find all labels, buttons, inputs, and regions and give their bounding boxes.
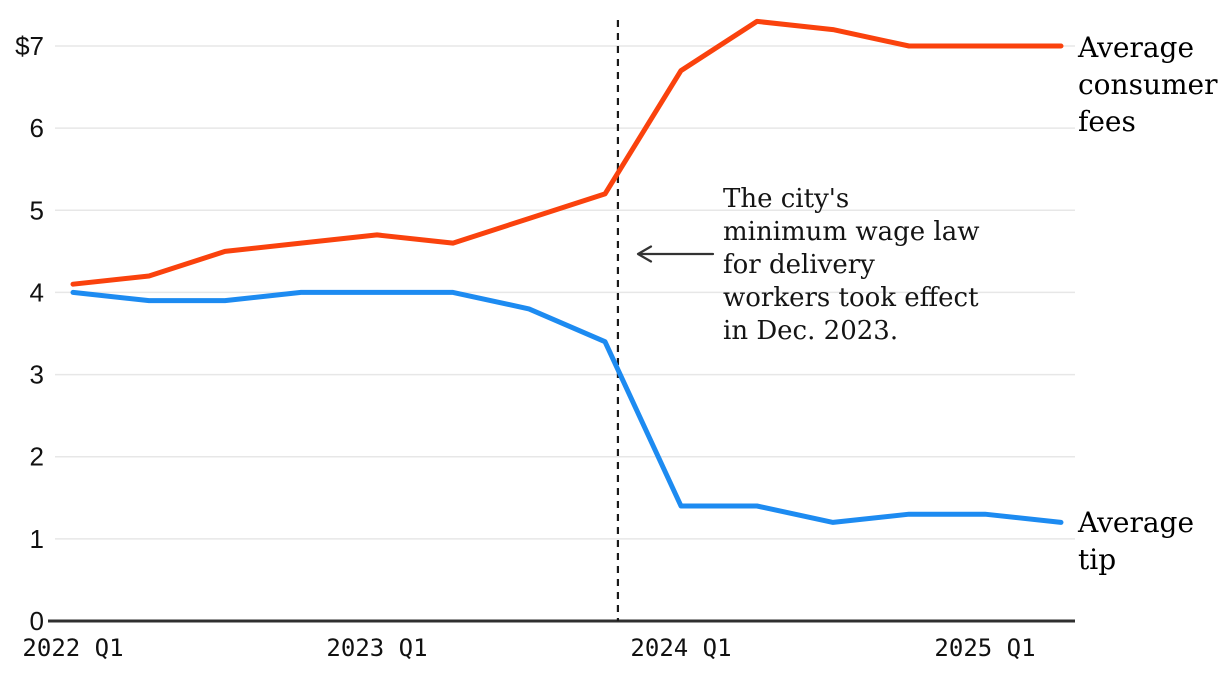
series-label-consumer-fees: Average consumer fees xyxy=(1078,31,1218,138)
series-line-average-tip xyxy=(70,289,1064,525)
y-axis-tick-label: 2 xyxy=(30,442,44,472)
y-axis-tick-label: 1 xyxy=(30,524,44,554)
series-line-average-consumer-fees xyxy=(70,18,1064,287)
y-axis-tick-label: $7 xyxy=(15,31,44,61)
annotation-arrow-icon xyxy=(636,245,715,263)
y-axis-tick-label: 0 xyxy=(30,606,44,636)
x-axis-tick-label: 2023 Q1 xyxy=(326,634,427,662)
annotation-text: The city's minimum wage law for delivery… xyxy=(723,184,980,346)
series-label-tip: Average tip xyxy=(1078,506,1195,576)
y-axis-tick-label: 6 xyxy=(30,113,44,143)
y-axis-tick-label: 4 xyxy=(30,277,44,307)
y-axis-tick-label: 3 xyxy=(30,360,44,390)
x-axis-tick-label: 2025 Q1 xyxy=(934,634,1035,662)
x-axis-tick-label: 2022 Q1 xyxy=(22,634,123,662)
y-axis-tick-label: 5 xyxy=(30,195,44,225)
x-axis-tick-label: 2024 Q1 xyxy=(630,634,731,662)
